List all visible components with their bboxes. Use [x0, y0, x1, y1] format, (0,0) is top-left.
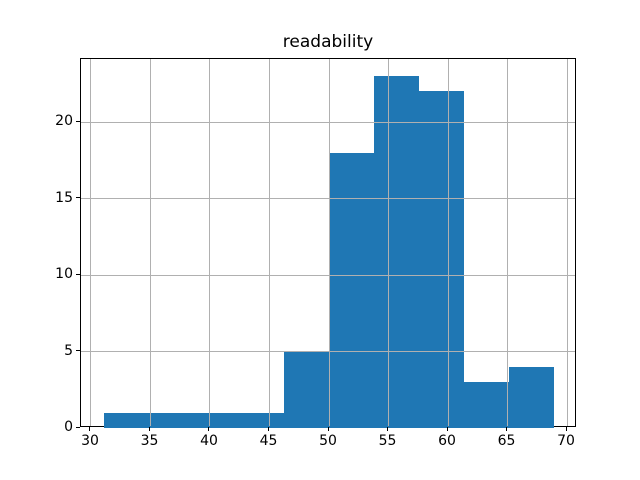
x-tick-label: 65 [497, 433, 516, 450]
x-tick [89, 427, 91, 432]
y-tick [76, 197, 80, 199]
x-gridline [90, 58, 92, 427]
x-gridline [209, 58, 211, 427]
x-tick [208, 427, 210, 432]
histogram-bar [284, 351, 329, 429]
x-tick-label: 35 [140, 433, 159, 450]
x-tick-label: 40 [200, 433, 218, 450]
x-gridline [268, 58, 270, 427]
x-gridline [388, 58, 389, 427]
histogram-bar [418, 91, 464, 429]
histogram-bar [149, 412, 195, 429]
y-gridline [81, 351, 575, 353]
x-tick-label: 50 [319, 433, 337, 450]
x-tick [148, 427, 150, 432]
x-tick [565, 427, 567, 432]
y-tick [76, 273, 80, 275]
x-tick [267, 427, 269, 432]
x-gridline [566, 58, 568, 427]
x-gridline [149, 58, 151, 427]
x-gridline [507, 58, 508, 427]
y-gridline [81, 121, 575, 123]
histogram-bar [463, 382, 509, 429]
histogram-bar [373, 76, 419, 429]
y-tick [76, 426, 80, 428]
y-gridline [81, 274, 575, 276]
histogram-bar [194, 412, 240, 429]
x-tick [327, 427, 329, 432]
chart-title: readability [282, 32, 374, 52]
x-tick-label: 70 [557, 433, 575, 450]
x-tick-label: 55 [378, 433, 397, 450]
histogram-bar [104, 412, 150, 429]
y-tick-label: 5 [64, 342, 73, 359]
y-tick [76, 120, 80, 122]
x-tick-label: 45 [259, 433, 278, 450]
plot-area [80, 57, 576, 429]
y-tick [76, 350, 80, 352]
y-tick-label: 15 [55, 189, 73, 206]
x-tick-label: 30 [81, 433, 99, 450]
x-tick-label: 60 [438, 433, 456, 450]
x-tick [506, 427, 507, 432]
histogram-bar [239, 412, 284, 429]
histogram-bar [508, 366, 554, 429]
y-tick-label: 10 [55, 266, 73, 283]
x-tick [446, 427, 448, 432]
x-gridline [328, 58, 330, 427]
bars-layer [81, 59, 575, 429]
x-gridline [447, 58, 449, 427]
y-tick-label: 0 [64, 419, 73, 436]
x-tick [387, 427, 388, 432]
y-gridline [81, 198, 575, 200]
y-tick-label: 20 [55, 113, 73, 130]
grid-layer [81, 58, 575, 427]
